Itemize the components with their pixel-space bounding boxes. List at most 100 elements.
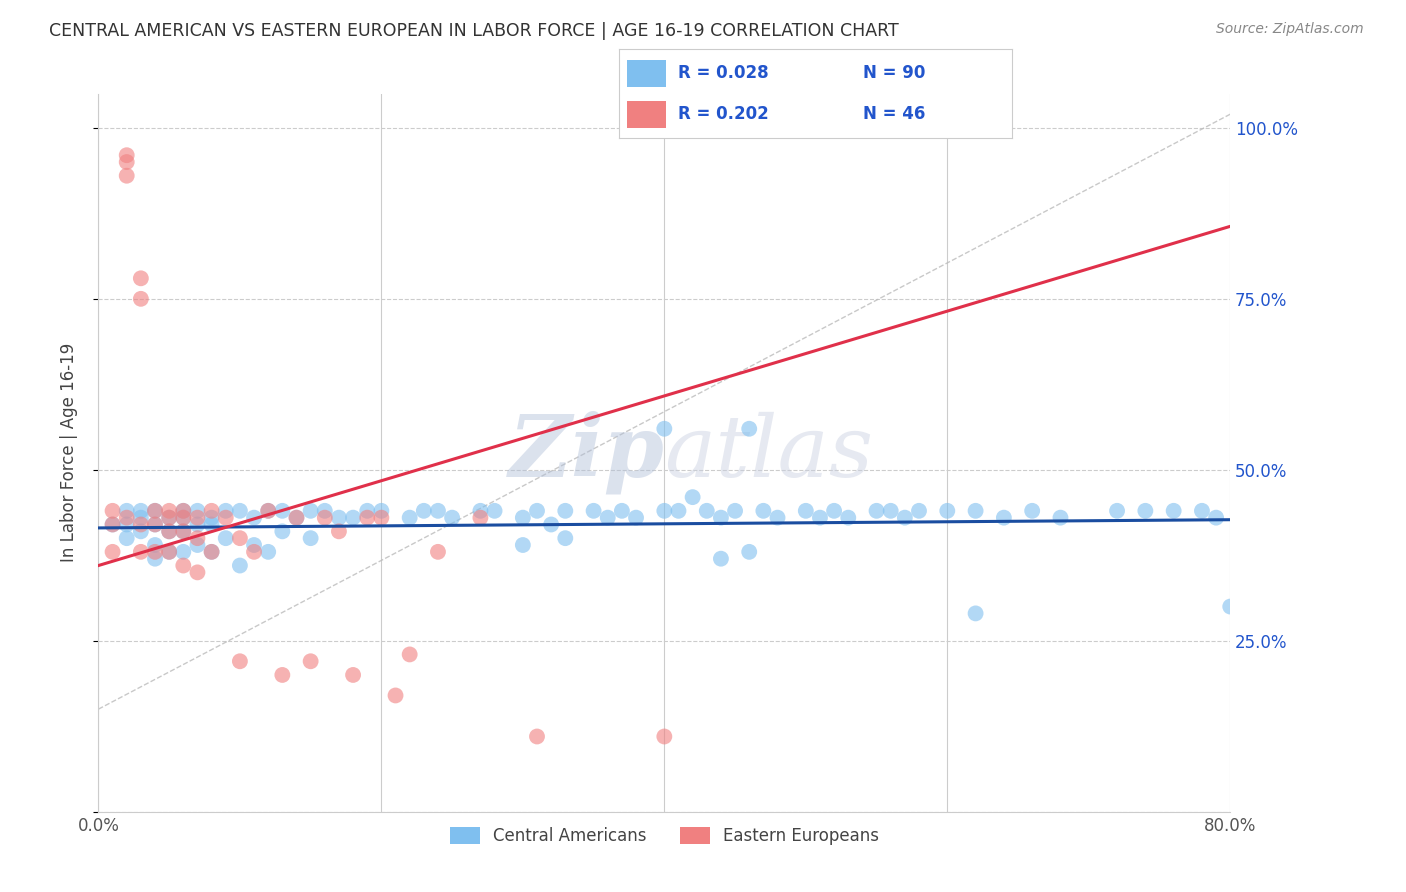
Eastern Europeans [157,524,180,539]
Central Americans [186,517,208,532]
Eastern Europeans [129,545,152,559]
Central Americans [186,538,208,552]
Central Americans [101,517,124,532]
Central Americans [624,510,647,524]
Central Americans [243,538,266,552]
Central Americans [157,545,180,559]
Bar [627,60,666,87]
Central Americans [143,538,166,552]
Central Americans [766,510,789,524]
Central Americans [172,510,194,524]
Central Americans [229,558,252,573]
Legend: Central Americans, Eastern Europeans: Central Americans, Eastern Europeans [441,819,887,854]
Central Americans [880,504,903,518]
Eastern Europeans [342,668,364,682]
Central Americans [215,504,238,518]
Central Americans [652,504,676,518]
Eastern Europeans [652,730,676,744]
Eastern Europeans [172,524,194,539]
Eastern Europeans [157,510,180,524]
Central Americans [129,504,152,518]
Central Americans [894,510,917,524]
Central Americans [710,551,733,566]
Central Americans [752,504,775,518]
Central Americans [908,504,931,518]
Eastern Europeans [299,654,322,668]
Central Americans [668,504,690,518]
Central Americans [738,422,761,436]
Central Americans [823,504,845,518]
Eastern Europeans [172,504,194,518]
Central Americans [257,545,280,559]
Eastern Europeans [129,517,152,532]
Eastern Europeans [143,517,166,532]
Eastern Europeans [526,730,548,744]
Central Americans [610,504,633,518]
Eastern Europeans [201,504,224,518]
Central Americans [1163,504,1185,518]
Central Americans [157,524,180,539]
Eastern Europeans [229,654,252,668]
Eastern Europeans [271,668,294,682]
Central Americans [540,517,562,532]
Central Americans [229,504,252,518]
Central Americans [554,504,576,518]
Central Americans [512,510,534,524]
Central Americans [1205,510,1227,524]
Central Americans [965,607,987,621]
Central Americans [115,517,138,532]
Central Americans [271,504,294,518]
Eastern Europeans [257,504,280,518]
Central Americans [682,490,704,504]
Text: Source: ZipAtlas.com: Source: ZipAtlas.com [1216,22,1364,37]
Eastern Europeans [115,510,138,524]
Text: N = 90: N = 90 [863,64,925,82]
Eastern Europeans [101,504,124,518]
Eastern Europeans [115,169,138,183]
Eastern Europeans [186,566,208,580]
Central Americans [215,531,238,545]
Central Americans [596,510,619,524]
Central Americans [398,510,420,524]
Eastern Europeans [398,648,420,662]
Central Americans [328,510,350,524]
Central Americans [710,510,733,524]
Text: Zip: Zip [509,411,665,494]
Y-axis label: In Labor Force | Age 16-19: In Labor Force | Age 16-19 [59,343,77,562]
Central Americans [1049,510,1071,524]
Eastern Europeans [115,155,138,169]
Central Americans [427,504,450,518]
Central Americans [1219,599,1241,614]
Central Americans [257,504,280,518]
Central Americans [143,551,166,566]
Central Americans [172,545,194,559]
Text: CENTRAL AMERICAN VS EASTERN EUROPEAN IN LABOR FORCE | AGE 16-19 CORRELATION CHAR: CENTRAL AMERICAN VS EASTERN EUROPEAN IN … [49,22,898,40]
Eastern Europeans [285,510,308,524]
Central Americans [837,510,859,524]
Eastern Europeans [129,292,152,306]
Central Americans [965,504,987,518]
Eastern Europeans [328,524,350,539]
Central Americans [271,524,294,539]
Eastern Europeans [129,271,152,285]
Central Americans [512,538,534,552]
Eastern Europeans [101,545,124,559]
Eastern Europeans [229,531,252,545]
Eastern Europeans [470,510,492,524]
Central Americans [441,510,464,524]
Eastern Europeans [101,517,124,532]
Central Americans [554,531,576,545]
Eastern Europeans [243,545,266,559]
Central Americans [582,504,605,518]
Eastern Europeans [157,545,180,559]
Central Americans [143,504,166,518]
Central Americans [299,504,322,518]
Text: R = 0.202: R = 0.202 [678,105,769,123]
Central Americans [201,510,224,524]
Central Americans [143,517,166,532]
Central Americans [470,504,492,518]
Text: R = 0.028: R = 0.028 [678,64,768,82]
Central Americans [1191,504,1213,518]
Eastern Europeans [356,510,378,524]
Central Americans [1135,504,1157,518]
